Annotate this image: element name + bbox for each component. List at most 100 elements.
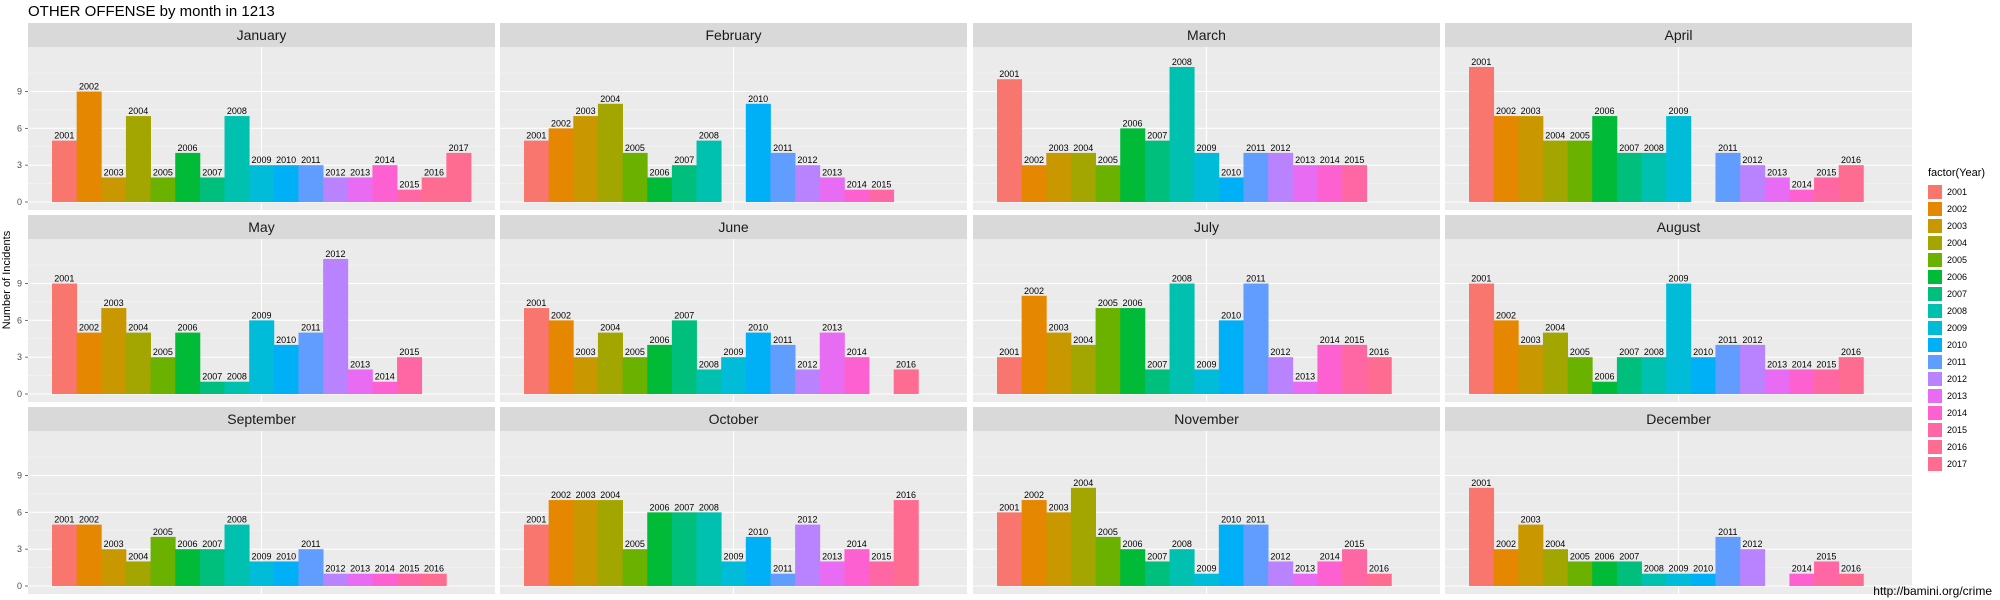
bar-label: 2006 [178,323,198,333]
bar-2011 [1243,283,1269,394]
legend-label: 2004 [1947,237,1968,248]
bar-label: 2008 [227,372,247,382]
bar-2003 [1518,344,1544,394]
bar-2006 [1120,308,1146,394]
bar-label: 2001 [54,515,74,525]
bar-label: 2004 [128,551,148,561]
bar-2007 [199,549,225,586]
bar-label: 2003 [576,347,596,357]
bar-2012 [1268,561,1294,586]
bar-label: 2013 [822,323,842,333]
legend-key [1928,354,1942,369]
bar-2014 [844,357,870,394]
bar-label: 2015 [1344,539,1364,549]
bar-label: 2008 [1644,143,1664,153]
legend-item-2015: 2015 [1928,421,2000,438]
y-tick-label: 3 [17,544,22,554]
bar-label: 2008 [699,131,719,141]
legend-item-2010: 2010 [1928,336,2000,353]
bar-label: 2002 [1024,286,1044,296]
bar-label: 2016 [424,167,444,177]
y-tick-label: 9 [17,87,22,97]
bar-label: 2013 [822,167,842,177]
bar-label: 2012 [1742,335,1762,345]
bar-label: 2003 [104,539,124,549]
bar-label: 2009 [251,155,271,165]
facet-panel-september: September 0 3 6 9 2001 2002 2003 2004 2005 2006 200… [17,407,495,594]
bar-2008 [1641,573,1667,586]
bar-label: 2010 [1221,515,1241,525]
bar-label: 2011 [1718,527,1737,537]
bar-label: 2006 [1123,298,1143,308]
bar-2002 [76,524,102,586]
bar-label: 2014 [1792,359,1812,369]
facet-panel-august: August 2001 2002 2003 2004 2005 2006 2007 2008 20… [1445,215,1912,402]
bar-2003 [101,308,127,394]
bar-2010 [745,103,771,202]
bar-label: 2008 [227,106,247,116]
bar-2010 [745,332,771,394]
bar-2008 [1641,357,1667,394]
bar-label: 2016 [1841,564,1861,574]
bar-label: 2016 [896,359,916,369]
facet-panel-december: December 2001 2002 2003 2004 2005 2006 2007 2008… [1445,407,1912,594]
bar-label: 2010 [1693,564,1713,574]
bar-2015 [1342,165,1368,202]
bar-2014 [1317,165,1343,202]
bar-label: 2014 [847,539,867,549]
y-tick-label: 6 [17,507,22,517]
bar-2013 [1764,369,1790,394]
y-tick-label: 9 [17,279,22,289]
bar-2009 [721,561,747,586]
bar-2005 [150,357,176,394]
bar-label: 2006 [1595,106,1615,116]
bar-2008 [696,512,722,586]
bar-label: 2009 [1668,274,1688,284]
facet-strip-label: April [1664,27,1692,43]
bar-2014 [1789,573,1815,586]
facet-panel-january: January 0 3 6 9 2001 2002 2003 2004 2005 2006 2007 2… [17,23,495,210]
bar-label: 2005 [153,167,173,177]
legend-item-2009: 2009 [1928,319,2000,336]
bar-2004 [1542,332,1568,394]
bar-2004 [125,116,151,202]
facet-strip [500,23,967,47]
bar-2015 [1342,549,1368,586]
bar-2009 [721,357,747,394]
bar-2009 [1666,573,1692,586]
bar-2010 [1218,524,1244,586]
bar-label: 2008 [699,502,719,512]
bar-2001 [997,79,1023,202]
bar-label: 2013 [1767,167,1787,177]
bar-2009 [1666,116,1692,202]
bar-2015 [397,189,423,202]
legend-label: 2006 [1947,271,1968,282]
bar-2002 [1021,295,1047,394]
bar-2001 [52,140,78,202]
bar-2003 [573,357,599,394]
bar-2008 [1641,152,1667,202]
bar-2011 [1715,344,1741,394]
bar-label: 2008 [1644,347,1664,357]
bar-label: 2004 [600,323,620,333]
bar-label: 2011 [301,323,320,333]
bar-2014 [844,189,870,202]
bar-2012 [1268,152,1294,202]
legend-label: 2016 [1947,441,1968,452]
bar-2011 [1243,524,1269,586]
bar-label: 2016 [1841,347,1861,357]
bar-2016 [421,573,447,586]
bar-label: 2004 [128,323,148,333]
bar-2008 [224,381,250,394]
bar-label: 2003 [1049,143,1069,153]
facet-panel-may: May 0 3 6 9 2001 2002 2003 2004 2005 2006 2007 2008 2… [17,215,495,402]
facet-strip [1445,23,1912,47]
bar-2007 [1616,561,1642,586]
bar-2014 [1789,369,1815,394]
bar-label: 2008 [1644,564,1664,574]
bar-2005 [150,177,176,202]
bar-2009 [1194,573,1220,586]
bar-label: 2013 [350,564,370,574]
bar-label: 2007 [674,310,694,320]
bar-2003 [573,500,599,586]
